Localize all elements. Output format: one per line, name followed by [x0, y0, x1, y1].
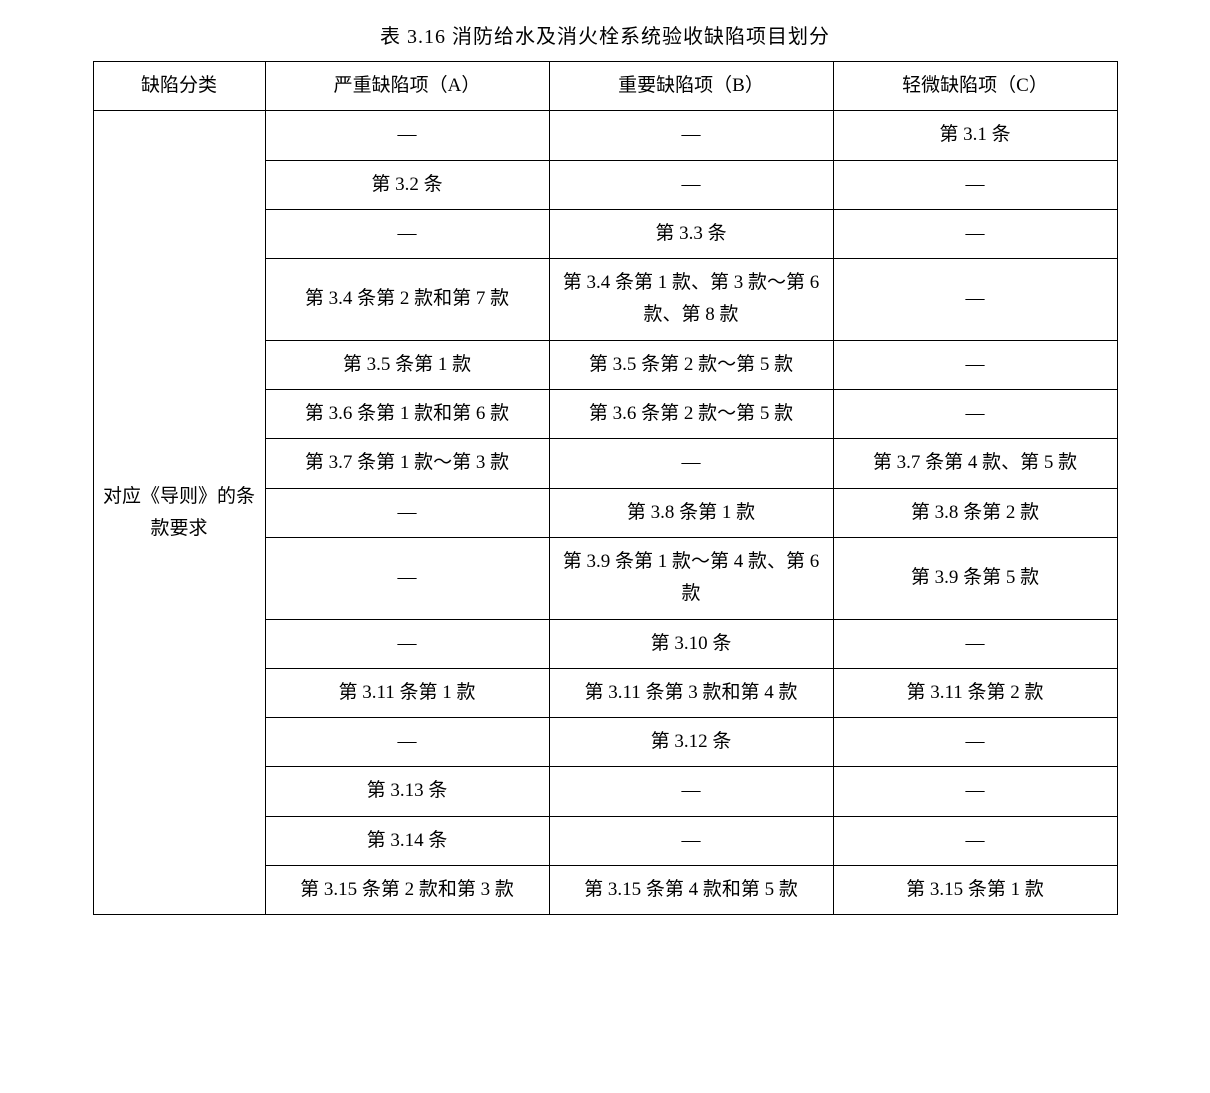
cell-col-b: 第 3.15 条第 4 款和第 5 款	[549, 866, 833, 915]
rowgroup-label: 对应《导则》的条款要求	[93, 111, 265, 915]
cell-col-c: —	[833, 259, 1117, 341]
table-caption: 表 3.16 消防给水及消火栓系统验收缺陷项目划分	[20, 20, 1190, 49]
cell-col-c: 第 3.1 条	[833, 111, 1117, 160]
cell-col-c: —	[833, 390, 1117, 439]
cell-col-b: 第 3.4 条第 1 款、第 3 款～第 6 款、第 8 款	[549, 259, 833, 341]
cell-col-a: 第 3.2 条	[265, 160, 549, 209]
cell-col-b: 第 3.9 条第 1 款～第 4 款、第 6 款	[549, 537, 833, 619]
cell-col-c: 第 3.15 条第 1 款	[833, 866, 1117, 915]
cell-col-b: 第 3.10 条	[549, 619, 833, 668]
cell-col-a: 第 3.14 条	[265, 816, 549, 865]
cell-col-a: —	[265, 619, 549, 668]
cell-col-c: 第 3.8 条第 2 款	[833, 488, 1117, 537]
cell-col-c: —	[833, 340, 1117, 389]
header-col-b: 重要缺陷项（B）	[549, 62, 833, 111]
header-col-c: 轻微缺陷项（C）	[833, 62, 1117, 111]
cell-col-a: 第 3.11 条第 1 款	[265, 668, 549, 717]
cell-col-c: —	[833, 619, 1117, 668]
cell-col-b: 第 3.5 条第 2 款～第 5 款	[549, 340, 833, 389]
cell-col-a: —	[265, 209, 549, 258]
cell-col-c: —	[833, 209, 1117, 258]
cell-col-c: —	[833, 718, 1117, 767]
cell-col-b: —	[549, 111, 833, 160]
cell-col-c: —	[833, 816, 1117, 865]
cell-col-b: 第 3.11 条第 3 款和第 4 款	[549, 668, 833, 717]
cell-col-a: 第 3.5 条第 1 款	[265, 340, 549, 389]
cell-col-c: —	[833, 767, 1117, 816]
cell-col-c: —	[833, 160, 1117, 209]
cell-col-a: 第 3.4 条第 2 款和第 7 款	[265, 259, 549, 341]
cell-col-a: 第 3.13 条	[265, 767, 549, 816]
cell-col-b: 第 3.8 条第 1 款	[549, 488, 833, 537]
cell-col-a: 第 3.7 条第 1 款～第 3 款	[265, 439, 549, 488]
cell-col-a: —	[265, 718, 549, 767]
cell-col-a: —	[265, 488, 549, 537]
cell-col-b: 第 3.3 条	[549, 209, 833, 258]
cell-col-b: 第 3.6 条第 2 款～第 5 款	[549, 390, 833, 439]
header-category: 缺陷分类	[93, 62, 265, 111]
cell-col-a: 第 3.15 条第 2 款和第 3 款	[265, 866, 549, 915]
defect-table: 缺陷分类 严重缺陷项（A） 重要缺陷项（B） 轻微缺陷项（C） 对应《导则》的条…	[93, 61, 1118, 915]
table-body: 对应《导则》的条款要求——第 3.1 条第 3.2 条———第 3.3 条—第 …	[93, 111, 1117, 915]
cell-col-b: —	[549, 160, 833, 209]
cell-col-b: —	[549, 767, 833, 816]
cell-col-a: 第 3.6 条第 1 款和第 6 款	[265, 390, 549, 439]
cell-col-b: —	[549, 439, 833, 488]
table-header-row: 缺陷分类 严重缺陷项（A） 重要缺陷项（B） 轻微缺陷项（C）	[93, 62, 1117, 111]
cell-col-a: —	[265, 111, 549, 160]
cell-col-c: 第 3.9 条第 5 款	[833, 537, 1117, 619]
header-col-a: 严重缺陷项（A）	[265, 62, 549, 111]
cell-col-b: 第 3.12 条	[549, 718, 833, 767]
table-row: 对应《导则》的条款要求——第 3.1 条	[93, 111, 1117, 160]
cell-col-a: —	[265, 537, 549, 619]
cell-col-b: —	[549, 816, 833, 865]
cell-col-c: 第 3.7 条第 4 款、第 5 款	[833, 439, 1117, 488]
cell-col-c: 第 3.11 条第 2 款	[833, 668, 1117, 717]
